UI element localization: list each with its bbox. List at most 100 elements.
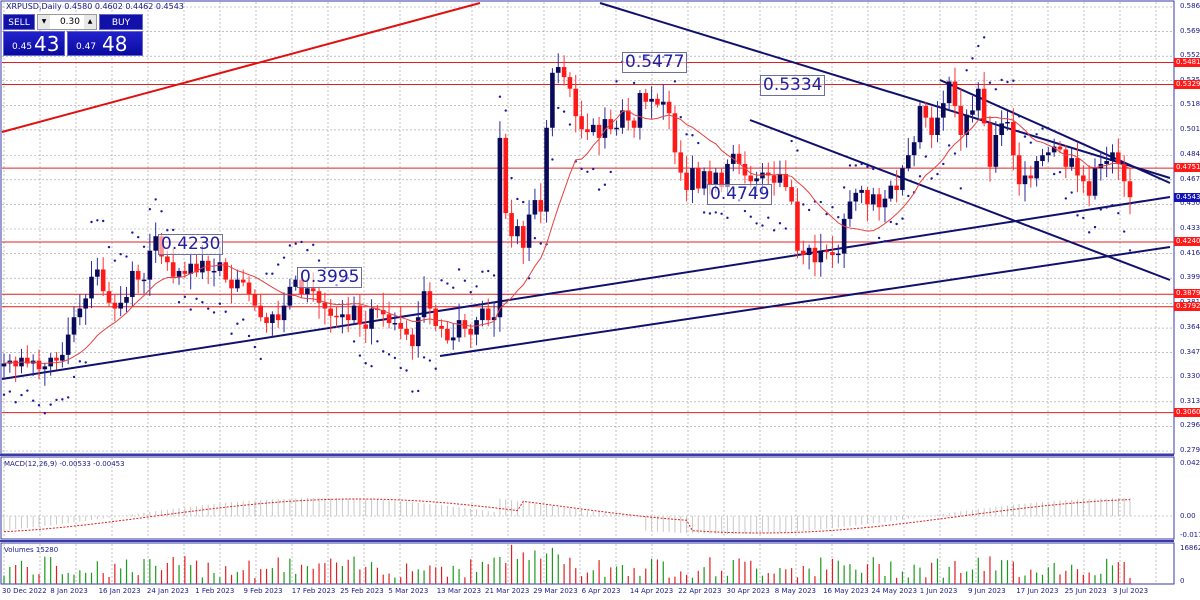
trend-line (439, 246, 1171, 357)
date-axis-label: 14 Apr 2023 (629, 587, 674, 595)
one-click-trading-panel: SELL ▼ 0.30 ▲ BUY 0.45 43 0.47 48 (3, 14, 143, 56)
parabolic-sar-dot (212, 311, 216, 314)
candle (707, 171, 713, 185)
parabolic-sar-dot (697, 141, 700, 145)
candle (532, 200, 538, 215)
parabolic-sar-dot (1122, 230, 1126, 233)
candle (398, 323, 404, 329)
parabolic-sar-dot (446, 282, 449, 285)
parabolic-sar-dot (936, 172, 939, 176)
candle (95, 269, 100, 277)
candle (392, 323, 398, 325)
price-annotation[interactable]: 0.5477 (622, 52, 688, 73)
candle (678, 152, 684, 173)
parabolic-sar-dot (988, 81, 992, 84)
parabolic-sar-dot (918, 175, 922, 178)
parabolic-sar-dot (469, 291, 472, 294)
parabolic-sar-dot (802, 203, 805, 206)
candle (1086, 181, 1092, 196)
candle (946, 81, 952, 104)
candle (643, 93, 649, 102)
parabolic-sar-dot (603, 183, 607, 186)
price-axis-label: 0.3475 (1180, 347, 1200, 356)
parabolic-sar-dot (230, 332, 233, 335)
buy-button[interactable]: BUY (99, 14, 143, 30)
candle (567, 77, 573, 89)
parabolic-sar-dot (265, 272, 268, 275)
candle (981, 88, 987, 124)
candle (153, 236, 158, 251)
candle (363, 324, 369, 329)
sell-price-button[interactable]: 0.45 43 (3, 31, 65, 56)
candle (859, 189, 864, 193)
candle (60, 354, 65, 361)
date-axis-label: 22 Apr 2023 (678, 587, 722, 595)
parabolic-sar-dot (277, 263, 280, 266)
date-axis-label: 13 Mar 2023 (436, 587, 482, 595)
parabolic-sar-dot (49, 403, 52, 406)
parabolic-sar-dot (708, 212, 712, 215)
candle (789, 187, 794, 202)
candle (614, 127, 619, 130)
price-annotation[interactable]: 0.4749 (707, 184, 773, 205)
candle (818, 250, 824, 263)
buy-price-button[interactable]: 0.47 48 (67, 31, 143, 56)
parabolic-sar-dot (376, 340, 379, 343)
parabolic-sar-dot (492, 274, 496, 277)
candle (415, 317, 421, 347)
lot-decrease-icon[interactable]: ▼ (38, 15, 50, 29)
parabolic-sar-dot (440, 279, 443, 282)
parabolic-sar-dot (201, 301, 204, 304)
candle (561, 67, 567, 78)
candle (322, 302, 328, 309)
price-level-tag: 0.4543 (1174, 193, 1200, 203)
parabolic-sar-dot (551, 158, 554, 161)
candle (1005, 121, 1010, 124)
candle (579, 116, 584, 130)
parabolic-sar-dot (533, 236, 537, 240)
candle (380, 309, 386, 315)
price-annotation[interactable]: 0.5334 (760, 75, 826, 96)
candle (958, 106, 964, 135)
parabolic-sar-dot (778, 222, 782, 225)
parabolic-sar-dot (2, 393, 6, 396)
parabolic-sar-dot (930, 177, 933, 180)
parabolic-sar-dot (55, 398, 58, 402)
candle (806, 247, 812, 256)
candle (555, 67, 561, 73)
candle (771, 175, 777, 183)
lot-size-value[interactable]: 0.30 (59, 17, 80, 27)
parabolic-sar-dot (592, 167, 595, 171)
candle (252, 294, 258, 306)
parabolic-sar-dot (562, 110, 566, 113)
candle (170, 262, 176, 277)
candle (404, 328, 409, 335)
candle (602, 119, 608, 138)
parabolic-sar-dot (113, 259, 117, 262)
parabolic-sar-dot (1029, 141, 1033, 144)
candle (1063, 149, 1069, 167)
candle (258, 305, 264, 318)
parabolic-sar-dot (405, 369, 408, 372)
parabolic-sar-dot (352, 340, 356, 343)
parabolic-sar-dot (953, 152, 957, 155)
candle (900, 168, 905, 190)
parabolic-sar-dot (1082, 216, 1085, 220)
lot-increase-icon[interactable]: ▲ (84, 15, 96, 29)
parabolic-sar-dot (959, 187, 963, 190)
indicator-axis-label: 0.00 (1180, 512, 1196, 520)
candle (456, 320, 462, 338)
price-annotation[interactable]: 0.4230 (158, 234, 224, 255)
lot-size-stepper[interactable]: ▼ 0.30 ▲ (37, 14, 97, 30)
parabolic-sar-dot (14, 401, 17, 404)
sell-button[interactable]: SELL (3, 14, 35, 30)
candle (1116, 152, 1121, 164)
parabolic-sar-dot (8, 390, 12, 393)
date-axis-label: 6 Apr 2023 (581, 587, 621, 595)
candle (25, 357, 30, 364)
candle (993, 134, 999, 167)
candle (100, 269, 106, 292)
price-annotation[interactable]: 0.3995 (297, 267, 363, 288)
candle (83, 298, 88, 309)
